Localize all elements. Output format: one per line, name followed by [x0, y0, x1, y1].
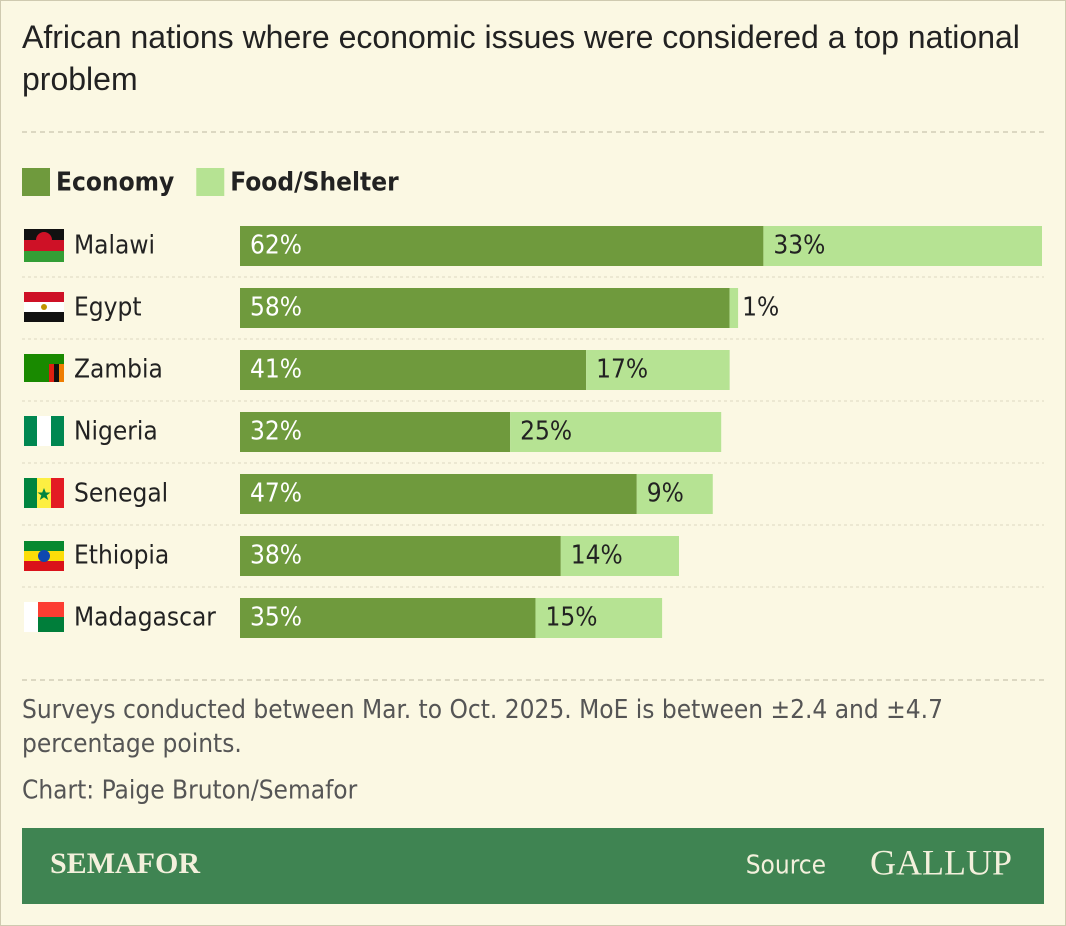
- flags: [24, 229, 64, 632]
- bar-segment: [240, 598, 536, 638]
- bar-segment: [240, 412, 511, 452]
- source-label: Source: [746, 851, 826, 881]
- flag-egypt: [24, 292, 64, 322]
- flag-senegal: [24, 478, 64, 508]
- value-label: 14%: [571, 541, 623, 571]
- value-label: 17%: [596, 355, 648, 385]
- category-label: Senegal: [74, 479, 168, 509]
- value-label: 38%: [250, 541, 302, 571]
- value-label: 41%: [250, 355, 302, 385]
- legend-label: Food/Shelter: [230, 168, 399, 198]
- note: Surveys conducted between Mar. to Oct. 2…: [22, 695, 943, 759]
- value-label: 33%: [773, 231, 825, 261]
- brand: SEMAFOR: [50, 847, 200, 880]
- bar-segment: [510, 412, 722, 452]
- flag-malawi: [24, 229, 64, 262]
- value-label: 47%: [250, 479, 302, 509]
- category-label: Malawi: [74, 231, 155, 261]
- value-label: 25%: [520, 417, 572, 447]
- flag-zambia: [24, 354, 64, 382]
- bar-segment: [240, 226, 764, 266]
- category-label: Nigeria: [74, 417, 158, 447]
- bar-segment: [240, 288, 730, 328]
- category-label: Zambia: [74, 355, 163, 385]
- bar-segment: [240, 350, 587, 390]
- value-label: 62%: [250, 231, 302, 261]
- flag-nigeria: [24, 416, 64, 446]
- category-label: Madagascar: [74, 603, 216, 633]
- bar-segment: [729, 288, 739, 328]
- value-label: 32%: [250, 417, 302, 447]
- bar-segment: [240, 536, 561, 576]
- bar-segment: [586, 350, 730, 390]
- value-label: 58%: [250, 293, 302, 323]
- value-label: 15%: [545, 603, 597, 633]
- chart-title: African nations where economic issues we…: [22, 19, 1020, 97]
- category-label: Egypt: [74, 293, 142, 323]
- legend-label: Economy: [56, 168, 174, 198]
- value-label: 1%: [742, 293, 779, 323]
- legend-swatch: [22, 168, 50, 196]
- bar-segment: [763, 226, 1042, 266]
- source: GALLUP: [870, 842, 1012, 882]
- flag-ethiopia: [24, 541, 64, 571]
- legend-swatch: [196, 168, 225, 196]
- footer-band: [22, 828, 1044, 904]
- bar-segment: [560, 536, 679, 576]
- value-label: 9%: [647, 479, 684, 509]
- bar-segment: [636, 474, 713, 514]
- bar-segment: [535, 598, 663, 638]
- credit: Chart: Paige Bruton/Semafor: [22, 776, 358, 806]
- category-label: Ethiopia: [74, 541, 169, 571]
- bar-segment: [240, 474, 637, 514]
- value-label: 35%: [250, 603, 302, 633]
- flag-madagascar: [24, 602, 64, 632]
